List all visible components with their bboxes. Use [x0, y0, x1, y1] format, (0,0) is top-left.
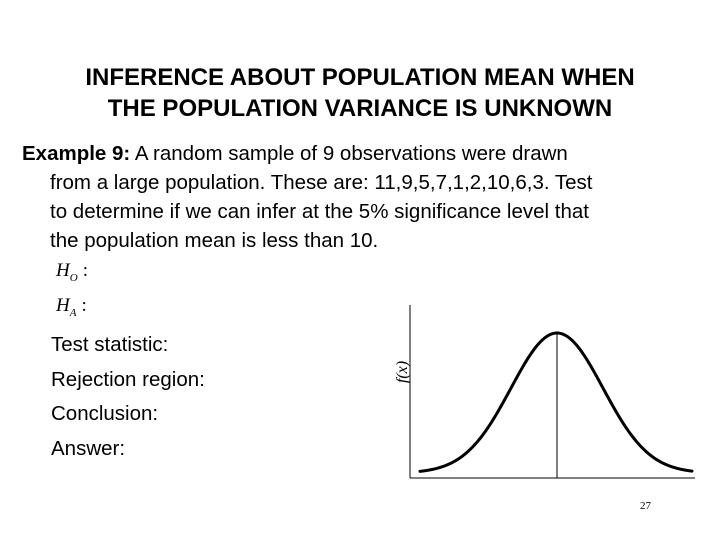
example-paragraph: Example 9: A random sample of 9 observat…	[22, 139, 702, 255]
title-line-2: THE POPULATION VARIANCE IS UNKNOWN	[107, 95, 613, 122]
page-number: 27	[640, 500, 651, 512]
normal-distribution-chart	[409, 305, 695, 479]
answer-label: Answer:	[51, 436, 126, 460]
alternative-hypothesis: HA:	[56, 295, 87, 319]
example-line-3: to determine if we can infer at the 5% s…	[50, 200, 589, 223]
rejection-region-label: Rejection region:	[51, 367, 205, 391]
example-line-2: from a large population. These are: 11,9…	[50, 171, 593, 194]
example-line-1-text: A random sample of 9 observations were d…	[130, 142, 568, 165]
bell-curve	[418, 331, 694, 473]
example-line-4: the population mean is less than 10.	[50, 229, 379, 252]
null-hypothesis-letter: H	[56, 260, 70, 281]
null-hypothesis-colon: :	[82, 260, 88, 281]
conclusion-label: Conclusion:	[51, 402, 159, 425]
null-hypothesis-subscript: O	[69, 271, 78, 284]
example-line-1: Example 9: A random sample of 9 observat…	[22, 139, 702, 168]
example-lead: Example 9:	[22, 142, 131, 165]
null-hypothesis: HO:	[56, 260, 88, 284]
alternative-hypothesis-subscript: A	[69, 306, 77, 319]
alternative-hypothesis-colon: :	[81, 295, 87, 316]
solution-steps: Test statistic: Rejection region: Conclu…	[51, 328, 205, 466]
alternative-hypothesis-letter: H	[56, 295, 70, 316]
title-line-1: INFERENCE ABOUT POPULATION MEAN WHEN	[85, 64, 635, 91]
slide-title: INFERENCE ABOUT POPULATION MEAN WHEN THE…	[0, 62, 720, 124]
test-statistic-label: Test statistic:	[51, 333, 169, 356]
